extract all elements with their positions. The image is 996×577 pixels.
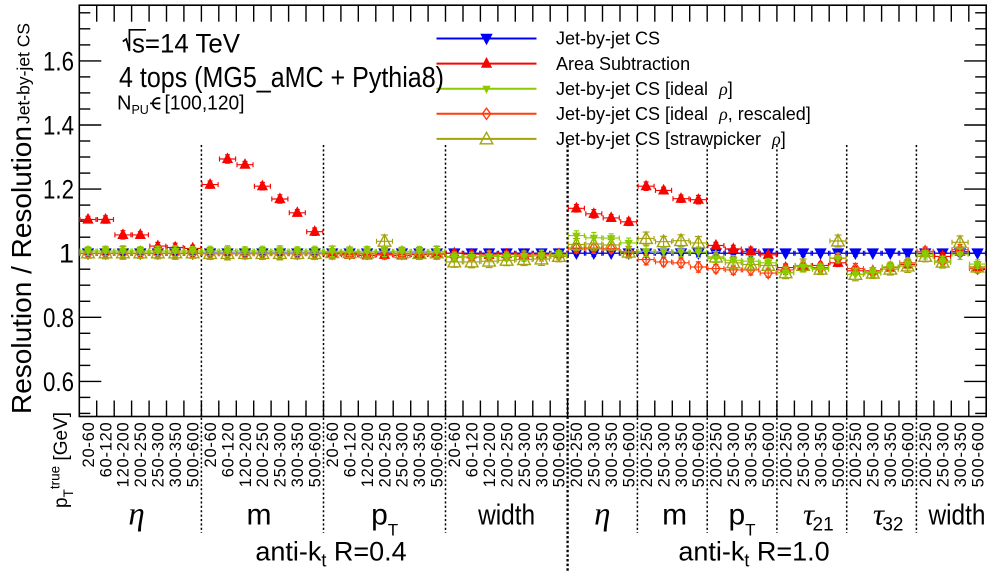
svg-text:32: 32 — [882, 515, 903, 536]
svg-text:0.6: 0.6 — [43, 367, 74, 397]
svg-text:200-250: 200-250 — [498, 422, 516, 488]
svg-text:1.2: 1.2 — [43, 175, 74, 205]
svg-text:0.8: 0.8 — [43, 303, 74, 333]
svg-text:500-600: 500-600 — [760, 422, 778, 488]
svg-text:60-120: 60-120 — [97, 422, 115, 478]
svg-text:200-250: 200-250 — [376, 422, 394, 488]
svg-text:300-350: 300-350 — [167, 422, 185, 488]
svg-text:pTtrue [GeV]: pTtrue [GeV] — [48, 412, 77, 508]
svg-text:21: 21 — [813, 515, 834, 536]
svg-text:250-300: 250-300 — [934, 422, 952, 488]
svg-text:500-600: 500-600 — [969, 422, 987, 488]
svg-text:500-600: 500-600 — [307, 422, 325, 488]
svg-text:[100,120]: [100,120] — [165, 93, 245, 115]
svg-text:250-300: 250-300 — [516, 422, 534, 488]
svg-text:300-350: 300-350 — [411, 422, 429, 488]
svg-text:500-600: 500-600 — [830, 422, 848, 488]
svg-text:120-200: 120-200 — [115, 422, 133, 488]
svg-text:4 tops (MG5_aMC + Pythia8): 4 tops (MG5_aMC + Pythia8) — [119, 62, 444, 94]
svg-text:250-300: 250-300 — [865, 422, 883, 488]
svg-text:200-250: 200-250 — [568, 422, 586, 488]
svg-text:τ: τ — [803, 497, 816, 532]
svg-text:60-120: 60-120 — [219, 422, 237, 478]
svg-text:20-60: 20-60 — [446, 422, 464, 468]
svg-text:Resolution / ResolutionJet-by-: Resolution / ResolutionJet-by-jet CS — [6, 23, 37, 414]
svg-text:200-250: 200-250 — [638, 422, 656, 488]
svg-text:250-300: 250-300 — [725, 422, 743, 488]
svg-text:Area Subtraction: Area Subtraction — [556, 54, 690, 74]
svg-text:500-600: 500-600 — [185, 422, 203, 488]
svg-text:τ: τ — [873, 497, 886, 532]
svg-text:anti-kt R=0.4: anti-kt R=0.4 — [255, 537, 406, 571]
svg-text:m: m — [662, 499, 687, 532]
svg-text:120-200: 120-200 — [481, 422, 499, 488]
svg-text:300-350: 300-350 — [533, 422, 551, 488]
svg-text:250-300: 250-300 — [272, 422, 290, 488]
svg-text:500-600: 500-600 — [551, 422, 569, 488]
svg-text:300-350: 300-350 — [673, 422, 691, 488]
svg-text:250-300: 250-300 — [394, 422, 412, 488]
svg-text:20-60: 20-60 — [80, 422, 98, 468]
svg-text:p: p — [371, 499, 388, 532]
svg-text:200-250: 200-250 — [254, 422, 272, 488]
svg-text:200-250: 200-250 — [847, 422, 865, 488]
svg-text:500-600: 500-600 — [621, 422, 639, 488]
svg-text:20-60: 20-60 — [202, 422, 220, 468]
svg-text:s=14 TeV: s=14 TeV — [132, 29, 240, 59]
svg-text:300-350: 300-350 — [743, 422, 761, 488]
svg-text:20-60: 20-60 — [324, 422, 342, 468]
svg-text:p: p — [728, 499, 745, 532]
svg-text:250-300: 250-300 — [655, 422, 673, 488]
svg-text:Jet-by-jet CS: Jet-by-jet CS — [556, 29, 660, 49]
svg-text:m: m — [247, 499, 272, 532]
svg-text:500-600: 500-600 — [900, 422, 918, 488]
svg-text:300-350: 300-350 — [812, 422, 830, 488]
svg-text:T: T — [388, 521, 398, 540]
svg-text:1.4: 1.4 — [43, 111, 74, 141]
svg-text:1: 1 — [59, 239, 74, 269]
svg-text:width: width — [928, 500, 986, 532]
svg-text:250-300: 250-300 — [150, 422, 168, 488]
svg-text:250-300: 250-300 — [586, 422, 604, 488]
svg-text:60-120: 60-120 — [464, 422, 482, 478]
svg-text:1.6: 1.6 — [43, 46, 74, 76]
svg-text:500-600: 500-600 — [690, 422, 708, 488]
svg-text:200-250: 200-250 — [917, 422, 935, 488]
svg-text:120-200: 120-200 — [359, 422, 377, 488]
svg-text:T: T — [745, 521, 755, 540]
svg-text:300-350: 300-350 — [882, 422, 900, 488]
svg-text:η: η — [594, 497, 610, 533]
svg-text:300-350: 300-350 — [952, 422, 970, 488]
svg-text:250-300: 250-300 — [795, 422, 813, 488]
svg-text:120-200: 120-200 — [237, 422, 255, 488]
svg-text:300-350: 300-350 — [289, 422, 307, 488]
svg-text:anti-kt R=1.0: anti-kt R=1.0 — [678, 537, 829, 571]
svg-text:200-250: 200-250 — [777, 422, 795, 488]
svg-text:60-120: 60-120 — [341, 422, 359, 478]
svg-text:200-250: 200-250 — [132, 422, 150, 488]
svg-text:300-350: 300-350 — [603, 422, 621, 488]
svg-text:200-250: 200-250 — [708, 422, 726, 488]
svg-text:η: η — [128, 497, 144, 533]
svg-text:500-600: 500-600 — [429, 422, 447, 488]
svg-text:width: width — [477, 500, 535, 532]
